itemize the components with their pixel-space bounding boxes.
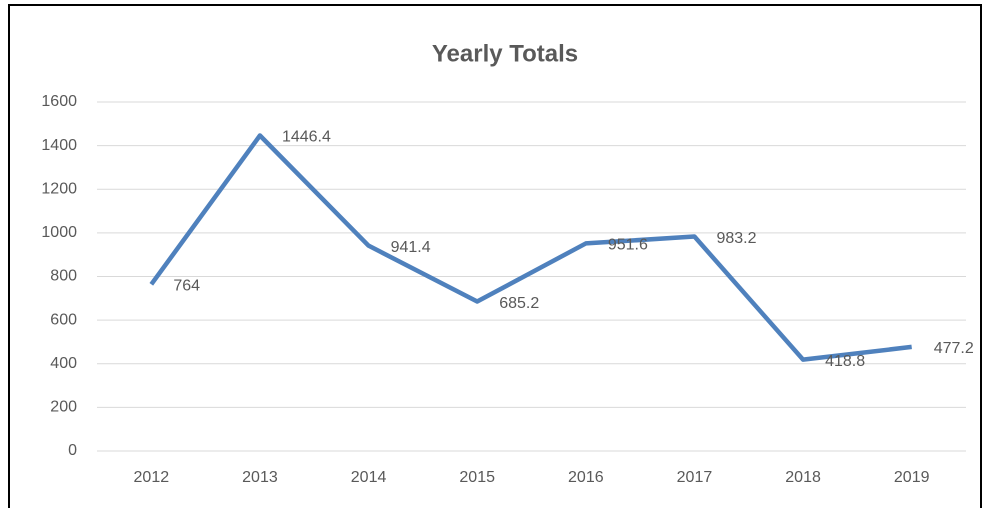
chart-frame [8, 4, 982, 508]
data-label: 983.2 [716, 230, 756, 247]
x-tick-label: 2015 [459, 469, 495, 486]
data-label: 418.8 [825, 353, 865, 370]
data-label: 764 [173, 278, 200, 295]
line-series [149, 133, 912, 362]
x-tick-label: 2019 [894, 469, 930, 486]
y-tick-label: 0 [68, 442, 77, 459]
y-tick-label: 1200 [41, 180, 77, 197]
data-label: 477.2 [934, 340, 974, 357]
x-tick-label: 2018 [785, 469, 821, 486]
x-tick-label: 2016 [568, 469, 604, 486]
y-tick-label: 1400 [41, 137, 77, 154]
y-tick-label: 1600 [41, 93, 77, 110]
y-tick-label: 1000 [41, 224, 77, 241]
y-tick-label: 600 [50, 311, 77, 328]
y-tick-label: 400 [50, 355, 77, 372]
data-label: 685.2 [499, 295, 539, 312]
x-tick-label: 2012 [134, 469, 170, 486]
data-label: 941.4 [391, 239, 431, 256]
data-label: 951.6 [608, 237, 648, 254]
chart-title: Yearly Totals [432, 40, 578, 67]
y-tick-label: 800 [50, 268, 77, 285]
y-tick-label: 200 [50, 399, 77, 416]
x-tick-label: 2014 [351, 469, 387, 486]
x-tick-label: 2017 [677, 469, 713, 486]
data-label: 1446.4 [282, 129, 331, 146]
x-tick-label: 2013 [242, 469, 278, 486]
